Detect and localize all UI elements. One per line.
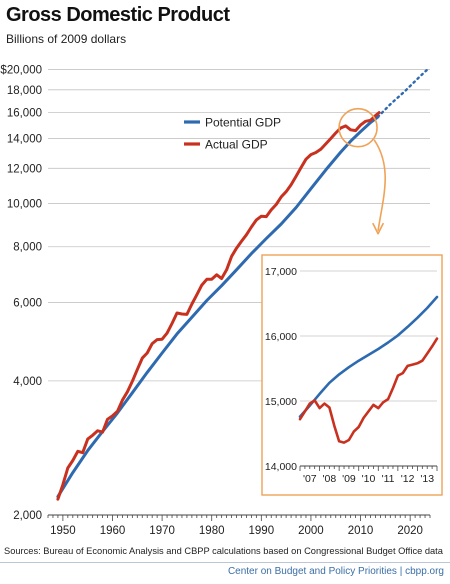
inset-x-tick-label: '12 [401,473,415,485]
inset-x-tick-label: '11 [382,473,395,485]
inset-chart: 17,000 16,000 15,000 14,000 '07 '08 '09 '10 '11 '… [265,266,439,485]
potential-gdp-line [56,115,380,499]
inset-actual-gdp-line [298,337,439,444]
inset-x-tick-label: '08 [323,473,337,485]
inset-potential-gdp-line [298,295,439,418]
y-tick-label: 6,000 [13,297,42,309]
x-tick-label: 2020 [397,525,423,537]
chart-title: Gross Domestic Product [6,4,230,26]
x-tick-label: 1970 [149,525,175,537]
y-tick-label: 8,000 [13,242,42,254]
y-tick-label: 4,000 [13,376,42,388]
source-note: Sources: Bureau of Economic Analysis and… [4,546,443,556]
x-tick-label: 1990 [249,525,275,537]
y-tick-label: 12,000 [7,163,42,175]
inset-x-tick-label: '13 [420,473,434,485]
inset-frame [261,254,443,496]
inset-x-tick-label: '10 [362,473,376,485]
y-tick-label: 16,000 [7,108,42,120]
callout-circle [338,107,378,148]
chart-subtitle: Billions of 2009 dollars [6,32,127,46]
y-tick-label: 14,000 [7,133,42,145]
x-tick-label: 1980 [199,525,225,537]
inset-y-tick-label: 15,000 [265,396,297,408]
inset-x-tick-label: '07 [303,473,317,485]
inset-y-tick-label: 16,000 [265,331,297,343]
inset-y-tick-label: 17,000 [265,266,297,278]
footer-divider [0,562,450,563]
callout-connector [373,139,386,231]
x-tick-label: 1960 [100,525,126,537]
y-tick-label: 2,000 [13,510,42,522]
x-tick-label: 1950 [50,525,76,537]
potential-gdp-projection-line [376,68,429,119]
inset-y-tick-label: 14,000 [265,461,297,473]
legend: Potential GDP Actual GDP [184,116,281,152]
y-tick-label: $20,000 [0,64,42,76]
footer-credit: Center on Budget and Policy Priorities |… [227,566,444,577]
legend-label-potential: Potential GDP [205,116,281,130]
x-tick-label: 2000 [298,525,324,537]
legend-label-actual: Actual GDP [205,138,268,152]
x-tick-label: 2010 [348,525,374,537]
y-tick-label: 10,000 [7,199,42,211]
inset-x-tick-label: '09 [342,473,356,485]
callout-arrowhead [372,222,384,235]
actual-gdp-line [56,111,381,501]
y-tick-label: 18,000 [7,85,42,97]
